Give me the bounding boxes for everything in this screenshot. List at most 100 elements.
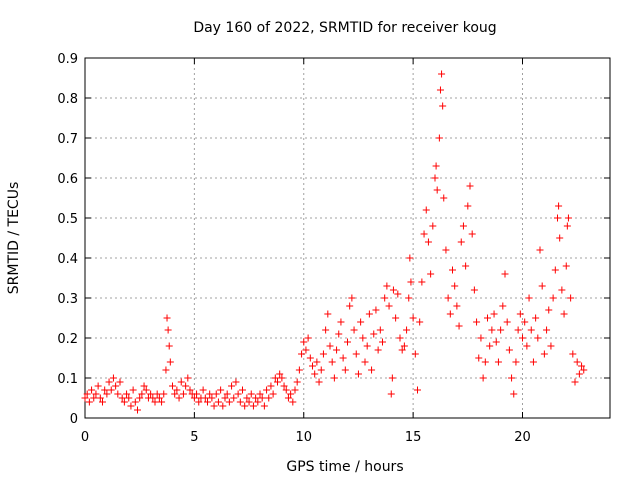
data-point xyxy=(96,394,104,402)
data-point xyxy=(333,346,341,354)
data-point xyxy=(396,334,404,342)
data-point xyxy=(388,374,396,382)
data-point xyxy=(239,386,246,394)
data-point xyxy=(147,390,155,398)
data-point xyxy=(344,338,351,346)
plot-frame xyxy=(84,57,611,419)
data-point xyxy=(357,318,365,326)
data-point xyxy=(256,390,264,398)
data-point xyxy=(134,406,141,414)
data-point xyxy=(151,398,159,406)
data-point xyxy=(499,302,507,310)
data-point xyxy=(490,310,498,318)
data-point xyxy=(580,366,588,374)
data-point xyxy=(501,270,509,278)
data-point xyxy=(160,390,168,398)
data-point xyxy=(534,334,542,342)
data-point xyxy=(403,326,411,334)
data-point xyxy=(295,366,303,374)
y-tick-label: 0.2 xyxy=(57,332,78,347)
y-tick-label: 0 xyxy=(70,412,78,427)
data-point xyxy=(125,394,133,402)
data-point xyxy=(563,222,571,230)
data-point xyxy=(389,286,397,294)
data-point xyxy=(328,358,336,366)
y-tick-label: 0.6 xyxy=(57,172,78,187)
data-point xyxy=(549,294,557,302)
data-point xyxy=(422,206,430,214)
data-point xyxy=(171,390,179,398)
data-point xyxy=(350,326,358,334)
data-point xyxy=(488,326,496,334)
data-point xyxy=(306,354,314,362)
data-point xyxy=(464,202,472,210)
data-point xyxy=(112,382,120,390)
data-point xyxy=(398,346,406,354)
data-point xyxy=(516,310,524,318)
data-point xyxy=(575,370,583,378)
data-point xyxy=(315,378,323,386)
y-tick-label: 0.1 xyxy=(57,372,78,387)
x-tick-label: 20 xyxy=(514,430,531,445)
data-point xyxy=(298,350,306,358)
y-tick-label: 0.9 xyxy=(57,52,78,67)
data-point xyxy=(578,362,586,370)
data-point xyxy=(379,338,386,346)
data-point xyxy=(165,342,173,350)
data-point xyxy=(348,294,356,302)
data-point xyxy=(166,358,174,366)
data-point xyxy=(236,398,244,406)
data-point xyxy=(302,346,310,354)
data-point xyxy=(313,358,321,366)
data-point xyxy=(505,346,513,354)
data-point xyxy=(438,70,446,78)
data-point xyxy=(153,390,161,398)
data-point xyxy=(569,350,577,358)
data-point xyxy=(337,318,345,326)
data-point xyxy=(446,310,454,318)
data-point xyxy=(131,398,139,406)
data-point xyxy=(271,374,279,382)
data-point xyxy=(494,358,502,366)
y-axis-label: SRMTID / TECUs xyxy=(6,182,22,295)
data-point xyxy=(282,386,290,394)
data-point xyxy=(247,390,255,398)
chart-title: Day 160 of 2022, SRMTID for receiver kou… xyxy=(193,20,496,36)
data-point xyxy=(186,386,194,394)
data-point xyxy=(149,394,157,402)
data-point xyxy=(400,342,408,350)
data-point xyxy=(118,394,126,402)
data-point xyxy=(241,402,249,410)
data-point xyxy=(510,390,518,398)
data-point xyxy=(442,246,450,254)
data-point xyxy=(322,326,330,334)
data-point xyxy=(406,254,414,262)
y-tick-label: 0.5 xyxy=(57,212,78,227)
data-point xyxy=(304,334,312,342)
data-point xyxy=(169,382,176,390)
data-point xyxy=(558,286,566,294)
data-point xyxy=(182,382,190,390)
data-point xyxy=(177,378,185,386)
data-point xyxy=(284,394,292,402)
data-point xyxy=(81,394,89,402)
data-point xyxy=(254,398,262,406)
data-point xyxy=(486,342,494,350)
data-point xyxy=(354,370,362,378)
data-point xyxy=(457,238,465,246)
data-point xyxy=(492,338,500,346)
data-point xyxy=(560,310,568,318)
x-tick-label: 15 xyxy=(405,430,422,445)
data-point xyxy=(385,302,393,310)
data-point xyxy=(556,234,564,242)
data-point xyxy=(481,358,489,366)
data-point xyxy=(352,350,360,358)
data-point xyxy=(193,390,201,398)
data-point xyxy=(439,102,447,110)
data-point xyxy=(536,246,544,254)
data-point xyxy=(545,306,553,314)
data-point xyxy=(538,282,546,290)
data-point xyxy=(212,390,220,398)
data-point xyxy=(223,390,231,398)
data-point xyxy=(278,374,286,382)
